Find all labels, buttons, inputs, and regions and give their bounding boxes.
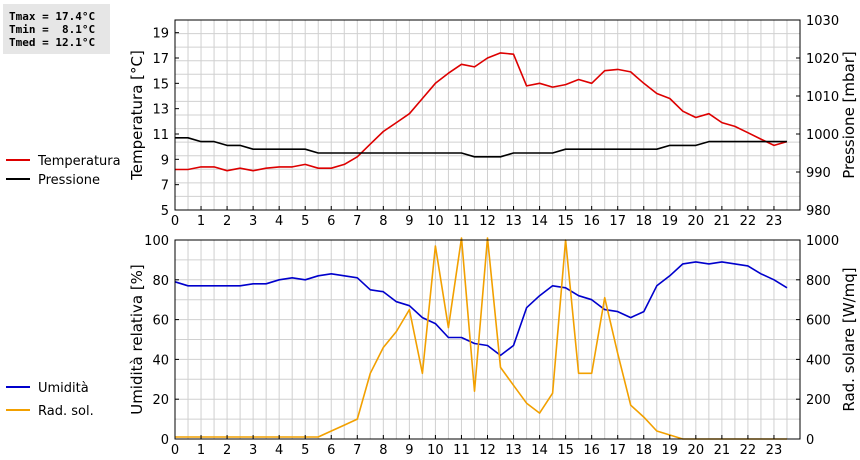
- x-tick-label: 20: [688, 443, 705, 458]
- y-axis-label-left: Temperatura [°C]: [128, 50, 146, 181]
- x-tick-label: 16: [583, 214, 600, 229]
- y-tick-label-right: 1000: [806, 128, 839, 143]
- x-tick-label: 11: [453, 443, 470, 458]
- y-tick-label-right: 600: [806, 314, 831, 329]
- y-tick-label-right: 1000: [806, 234, 839, 249]
- y-tick-label-right: 980: [806, 204, 831, 219]
- x-tick-label: 7: [353, 214, 361, 229]
- series-line-rad-sol: [175, 237, 787, 440]
- y-tick-label-right: 200: [806, 393, 831, 408]
- x-tick-label: 2: [223, 443, 231, 458]
- y-axis-label-right: Pressione [mbar]: [840, 51, 858, 179]
- tmed-label: Tmed = 12.1°C: [9, 36, 96, 49]
- x-tick-label: 12: [479, 443, 496, 458]
- x-tick-label: 0: [171, 443, 179, 458]
- tmin-label: Tmin = 8.1°C: [9, 23, 96, 36]
- y-tick-label-right: 800: [806, 274, 831, 289]
- y-axis-label-left: Umidità relativa [%]: [128, 264, 146, 415]
- x-tick-label: 23: [766, 443, 783, 458]
- x-tick-label: 4: [275, 214, 283, 229]
- x-tick-label: 21: [714, 214, 731, 229]
- x-tick-label: 22: [740, 443, 757, 458]
- y-tick-label-left: 11: [152, 128, 169, 143]
- x-tick-label: 15: [557, 214, 574, 229]
- y-tick-label-left: 100: [144, 234, 169, 249]
- x-tick-label: 18: [635, 214, 652, 229]
- x-tick-label: 11: [453, 214, 470, 229]
- y-tick-label-left: 17: [152, 52, 169, 67]
- y-tick-label-left: 7: [161, 179, 169, 194]
- x-tick-label: 22: [740, 214, 757, 229]
- tmax-label: Tmax = 17.4°C: [9, 10, 96, 23]
- x-tick-label: 9: [405, 443, 413, 458]
- x-tick-label: 3: [249, 214, 257, 229]
- series-line-temperatura: [175, 52, 788, 172]
- legend-label: Umidità: [38, 381, 89, 396]
- y-tick-label-left: 13: [152, 103, 169, 118]
- y-tick-label-left: 5: [161, 204, 169, 219]
- x-tick-label: 1: [197, 214, 205, 229]
- y-tick-label-left: 80: [152, 274, 169, 289]
- x-tick-label: 21: [714, 443, 731, 458]
- y-tick-label-left: 60: [152, 314, 169, 329]
- x-tick-label: 15: [557, 443, 574, 458]
- y-tick-label-left: 15: [152, 77, 169, 92]
- y-tick-label-right: 400: [806, 353, 831, 368]
- x-tick-label: 12: [479, 214, 496, 229]
- x-tick-label: 18: [635, 443, 652, 458]
- x-tick-label: 13: [505, 214, 522, 229]
- x-tick-label: 9: [405, 214, 413, 229]
- y-tick-label-left: 19: [152, 27, 169, 42]
- x-tick-label: 19: [662, 443, 679, 458]
- x-tick-label: 7: [353, 443, 361, 458]
- x-tick-label: 16: [583, 443, 600, 458]
- x-tick-label: 10: [427, 214, 444, 229]
- x-tick-label: 14: [531, 214, 548, 229]
- x-tick-label: 5: [301, 443, 309, 458]
- x-tick-label: 23: [766, 214, 783, 229]
- y-tick-label-right: 1030: [806, 14, 839, 29]
- y-tick-label-left: 20: [152, 393, 169, 408]
- legend-label: Rad. sol.: [38, 404, 94, 419]
- y-tick-label-right: 0: [806, 433, 814, 448]
- y-tick-label-right: 1020: [806, 52, 839, 67]
- x-tick-label: 8: [379, 443, 387, 458]
- x-tick-label: 17: [609, 214, 626, 229]
- stats-box: Tmax = 17.4°C Tmin = 8.1°C Tmed = 12.1°C: [3, 4, 110, 54]
- x-tick-label: 1: [197, 443, 205, 458]
- y-tick-label-left: 40: [152, 353, 169, 368]
- y-tick-label-left: 0: [161, 433, 169, 448]
- x-tick-label: 3: [249, 443, 257, 458]
- x-tick-label: 13: [505, 443, 522, 458]
- x-tick-label: 19: [662, 214, 679, 229]
- x-tick-label: 5: [301, 214, 309, 229]
- y-tick-label-left: 9: [161, 153, 169, 168]
- y-tick-label-right: 990: [806, 166, 831, 181]
- y-tick-label-right: 1010: [806, 90, 839, 105]
- x-tick-label: 8: [379, 214, 387, 229]
- x-tick-label: 14: [531, 443, 548, 458]
- x-tick-label: 6: [327, 214, 335, 229]
- x-tick-label: 0: [171, 214, 179, 229]
- legend-label: Pressione: [38, 173, 100, 188]
- x-tick-label: 20: [688, 214, 705, 229]
- y-axis-label-right: Rad. solare [W/mq]: [840, 267, 858, 411]
- x-tick-label: 6: [327, 443, 335, 458]
- series-line-pressione: [175, 137, 787, 158]
- x-tick-label: 17: [609, 443, 626, 458]
- x-tick-label: 4: [275, 443, 283, 458]
- x-tick-label: 10: [427, 443, 444, 458]
- legend-label: Temperatura: [37, 154, 121, 169]
- x-tick-label: 2: [223, 214, 231, 229]
- series-line-umidit: [174, 261, 788, 357]
